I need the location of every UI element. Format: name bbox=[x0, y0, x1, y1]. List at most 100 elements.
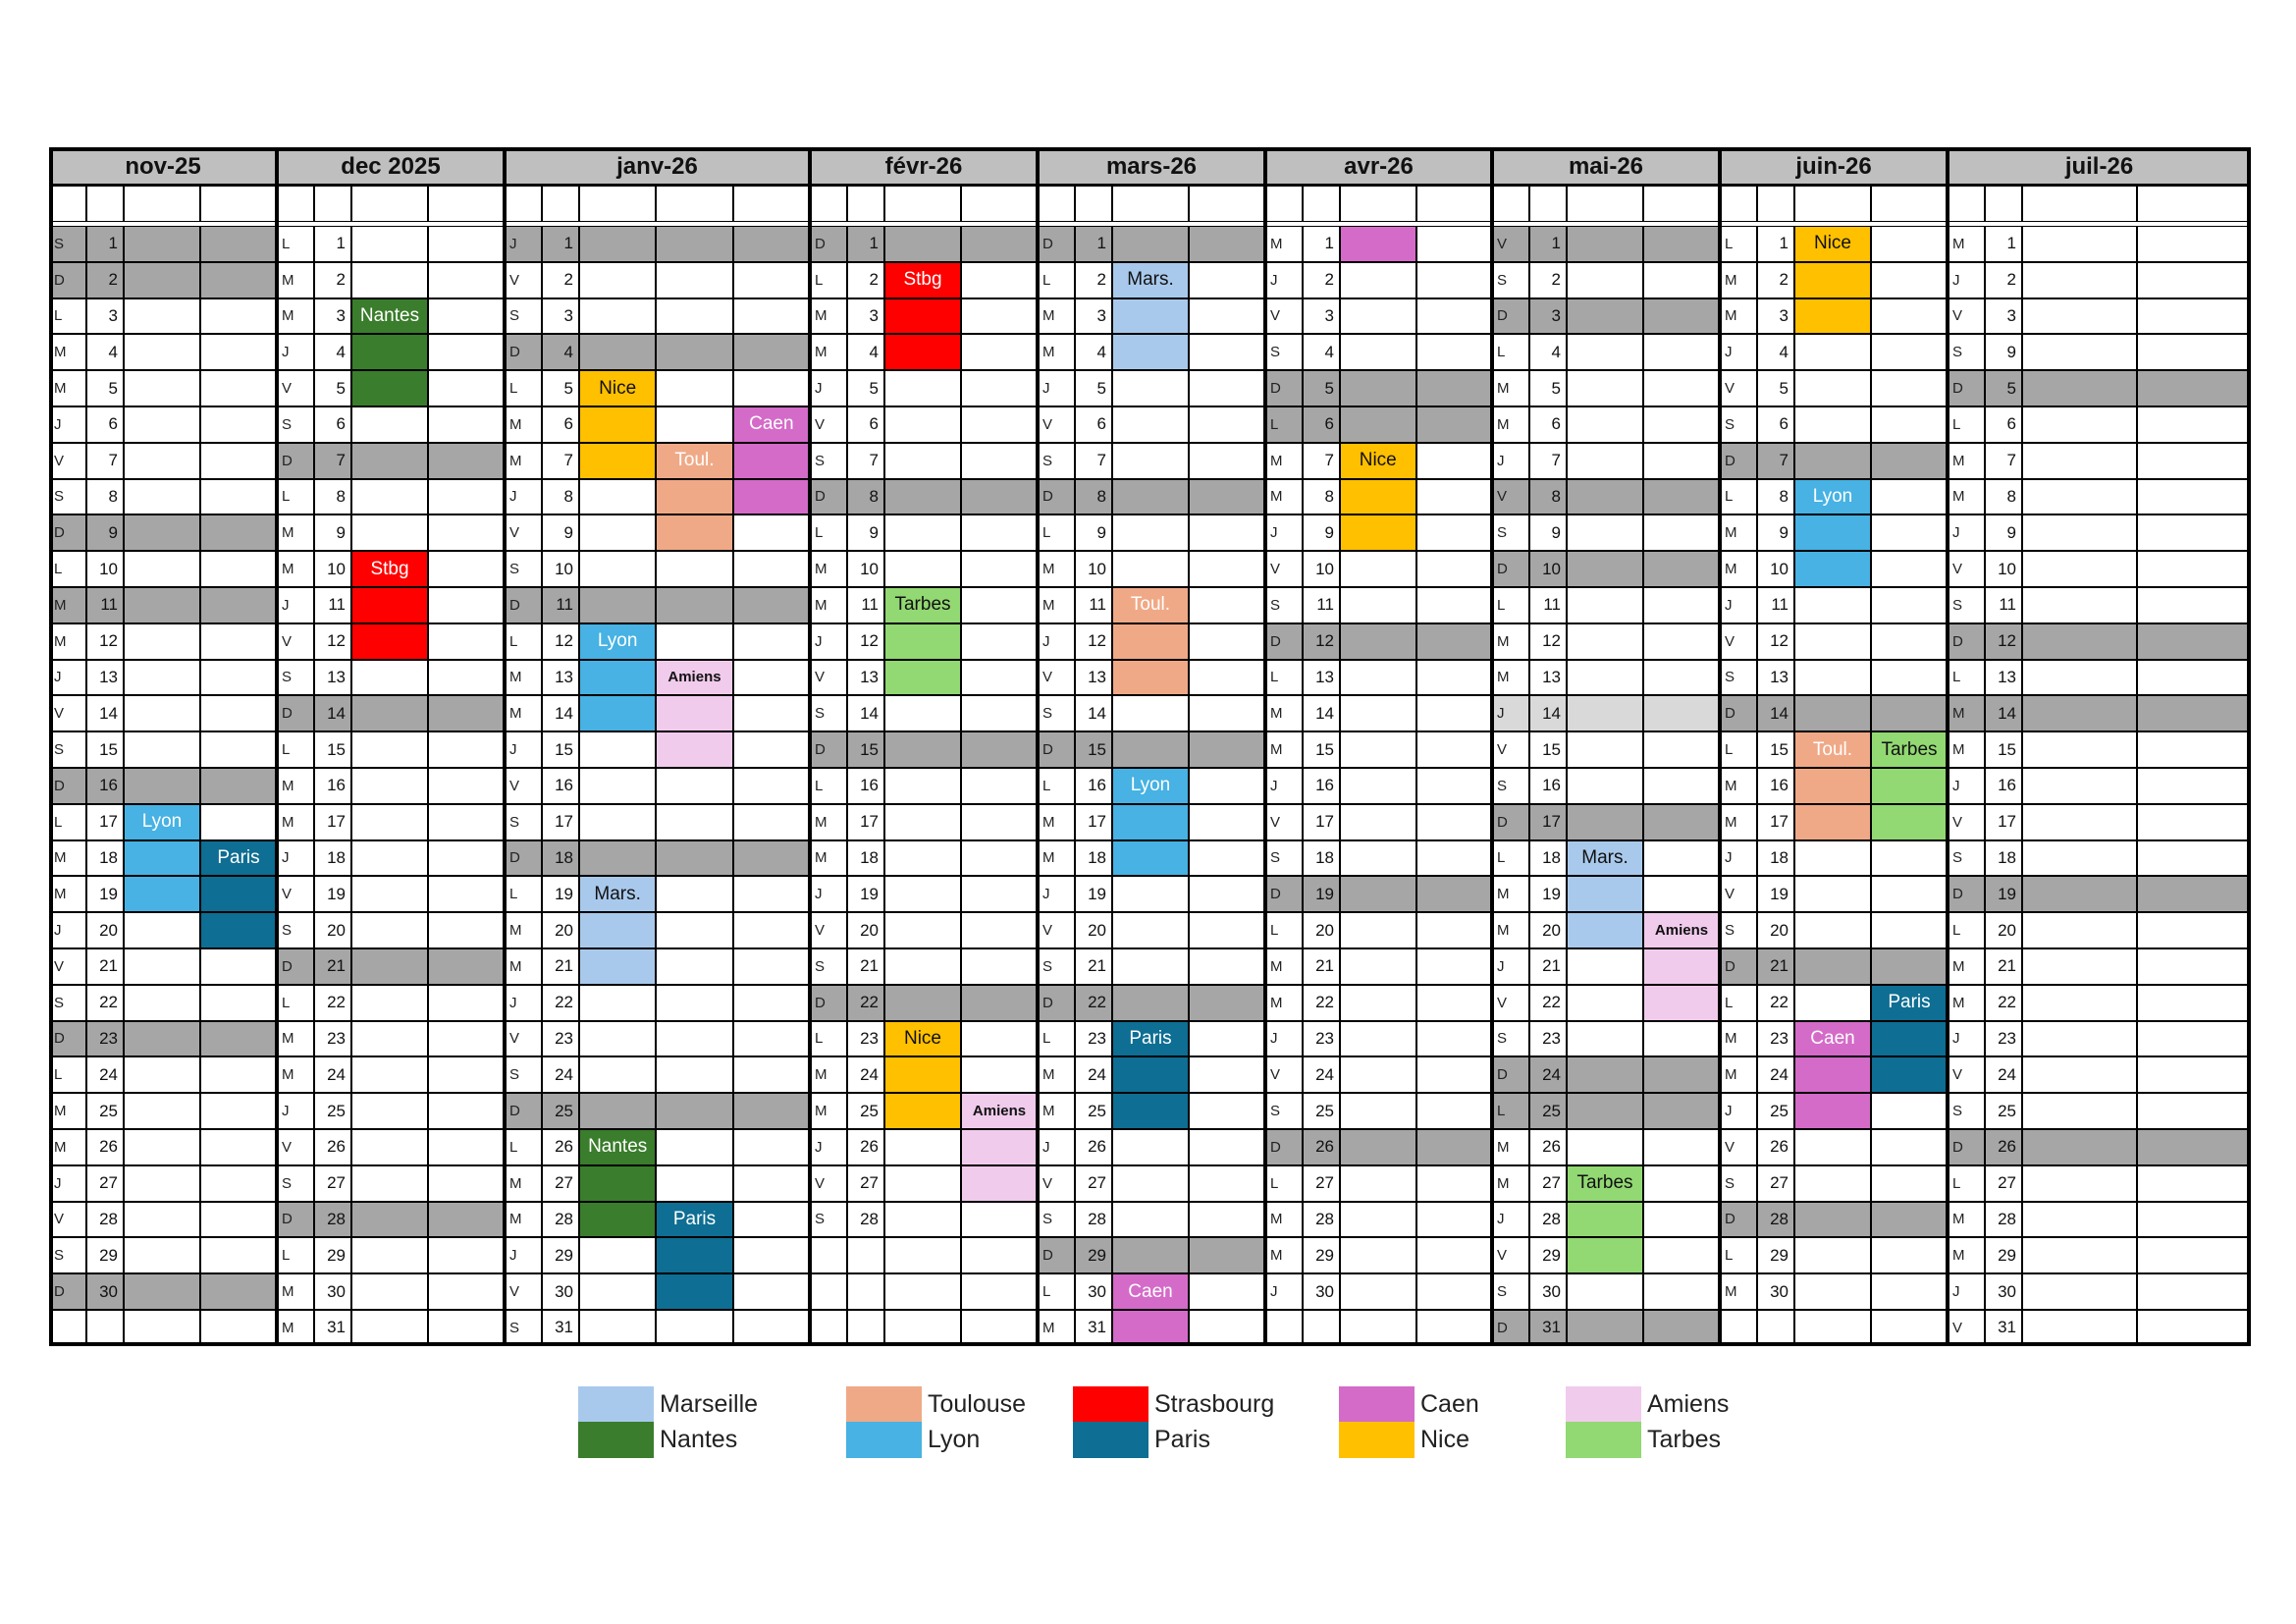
event-cell[interactable] bbox=[1112, 442, 1189, 479]
event-cell[interactable] bbox=[1794, 1237, 1871, 1274]
event-cell[interactable] bbox=[124, 478, 200, 515]
event-block-toulouse[interactable] bbox=[1112, 659, 1189, 696]
event-block-caen[interactable]: Caen bbox=[732, 406, 810, 443]
event-cell[interactable] bbox=[732, 261, 810, 298]
event-cell[interactable] bbox=[732, 514, 810, 552]
event-cell[interactable] bbox=[1340, 912, 1416, 948]
event-block-lyon[interactable] bbox=[1794, 514, 1871, 552]
event-block-marseille[interactable]: Mars. bbox=[1112, 261, 1189, 298]
event-cell[interactable] bbox=[2022, 298, 2137, 335]
event-cell[interactable] bbox=[1567, 1056, 1643, 1094]
event-cell[interactable] bbox=[2136, 695, 2251, 732]
event-cell[interactable] bbox=[351, 876, 428, 913]
event-cell[interactable] bbox=[2022, 1273, 2137, 1310]
event-cell[interactable] bbox=[1871, 876, 1948, 913]
event-block-paris[interactable] bbox=[1112, 1056, 1189, 1094]
event-block-lyon[interactable] bbox=[124, 876, 200, 913]
event-cell[interactable] bbox=[1643, 370, 1720, 406]
event-cell[interactable] bbox=[1340, 370, 1416, 406]
event-cell[interactable] bbox=[1415, 261, 1492, 298]
event-cell[interactable] bbox=[200, 1273, 277, 1310]
event-cell[interactable] bbox=[1415, 1201, 1492, 1238]
event-cell[interactable] bbox=[200, 1129, 277, 1165]
event-cell[interactable] bbox=[1794, 948, 1871, 985]
event-block-strasbourg[interactable] bbox=[351, 587, 428, 623]
event-cell[interactable] bbox=[656, 1093, 733, 1129]
event-block-paris[interactable] bbox=[1871, 1020, 1948, 1057]
event-block-amiens[interactable] bbox=[961, 1129, 1038, 1165]
event-block-amiens[interactable] bbox=[656, 695, 733, 732]
event-cell[interactable] bbox=[1415, 1273, 1492, 1310]
event-block-nantes[interactable] bbox=[579, 1201, 657, 1238]
event-cell[interactable] bbox=[884, 1164, 961, 1202]
event-block-paris[interactable] bbox=[1112, 1093, 1189, 1129]
event-cell[interactable] bbox=[1189, 984, 1265, 1021]
event-cell[interactable] bbox=[732, 876, 810, 913]
event-cell[interactable] bbox=[732, 1056, 810, 1094]
event-cell[interactable] bbox=[2136, 659, 2251, 696]
event-cell[interactable] bbox=[1189, 731, 1265, 768]
event-cell[interactable] bbox=[351, 912, 428, 948]
event-block-toulouse[interactable] bbox=[1794, 768, 1871, 804]
event-cell[interactable] bbox=[961, 1273, 1038, 1310]
event-block-lyon[interactable] bbox=[1794, 551, 1871, 587]
event-cell[interactable] bbox=[124, 551, 200, 587]
event-cell[interactable] bbox=[200, 514, 277, 552]
event-cell[interactable] bbox=[200, 298, 277, 335]
event-cell[interactable] bbox=[2136, 803, 2251, 840]
event-cell[interactable] bbox=[2136, 839, 2251, 877]
event-cell[interactable] bbox=[351, 1020, 428, 1057]
event-cell[interactable] bbox=[656, 1056, 733, 1094]
event-cell[interactable] bbox=[2022, 695, 2137, 732]
event-cell[interactable] bbox=[1415, 1056, 1492, 1094]
event-cell[interactable] bbox=[1567, 695, 1643, 732]
event-cell[interactable] bbox=[884, 551, 961, 587]
event-cell[interactable] bbox=[200, 695, 277, 732]
event-cell[interactable] bbox=[732, 695, 810, 732]
event-cell[interactable] bbox=[961, 334, 1038, 371]
event-cell[interactable] bbox=[1189, 442, 1265, 479]
event-cell[interactable] bbox=[656, 623, 733, 660]
event-cell[interactable] bbox=[1643, 1237, 1720, 1274]
event-cell[interactable] bbox=[579, 1237, 657, 1274]
event-block-amiens[interactable]: Amiens bbox=[656, 659, 733, 696]
event-block-toulouse[interactable] bbox=[656, 514, 733, 552]
event-cell[interactable] bbox=[1415, 839, 1492, 877]
event-block-caen[interactable] bbox=[1340, 226, 1416, 262]
event-cell[interactable] bbox=[1340, 948, 1416, 985]
event-cell[interactable] bbox=[1189, 948, 1265, 985]
event-cell[interactable] bbox=[1567, 298, 1643, 335]
event-cell[interactable] bbox=[351, 1237, 428, 1274]
event-cell[interactable] bbox=[1643, 298, 1720, 335]
event-cell[interactable] bbox=[124, 1237, 200, 1274]
event-cell[interactable] bbox=[1112, 948, 1189, 985]
event-cell[interactable] bbox=[2136, 261, 2251, 298]
event-cell[interactable] bbox=[1112, 478, 1189, 515]
event-cell[interactable] bbox=[124, 298, 200, 335]
event-block-nice[interactable] bbox=[579, 442, 657, 479]
event-cell[interactable] bbox=[2136, 912, 2251, 948]
event-cell[interactable] bbox=[428, 948, 505, 985]
event-cell[interactable] bbox=[732, 948, 810, 985]
event-cell[interactable] bbox=[200, 406, 277, 443]
event-cell[interactable] bbox=[124, 226, 200, 262]
event-cell[interactable] bbox=[1189, 1164, 1265, 1202]
event-cell[interactable] bbox=[579, 768, 657, 804]
event-block-nantes[interactable] bbox=[351, 334, 428, 371]
event-cell[interactable] bbox=[1871, 442, 1948, 479]
event-cell[interactable] bbox=[428, 298, 505, 335]
event-cell[interactable] bbox=[351, 839, 428, 877]
event-cell[interactable] bbox=[1871, 298, 1948, 335]
event-cell[interactable] bbox=[124, 1056, 200, 1094]
event-cell[interactable] bbox=[2136, 587, 2251, 623]
event-cell[interactable] bbox=[124, 948, 200, 985]
event-cell[interactable] bbox=[1112, 514, 1189, 552]
event-block-amiens[interactable]: Amiens bbox=[961, 1093, 1038, 1129]
event-cell[interactable] bbox=[1794, 587, 1871, 623]
event-cell[interactable] bbox=[2022, 768, 2137, 804]
event-cell[interactable] bbox=[732, 659, 810, 696]
event-cell[interactable] bbox=[1112, 226, 1189, 262]
event-cell[interactable] bbox=[1189, 1129, 1265, 1165]
event-cell[interactable] bbox=[2022, 478, 2137, 515]
event-cell[interactable] bbox=[1340, 768, 1416, 804]
